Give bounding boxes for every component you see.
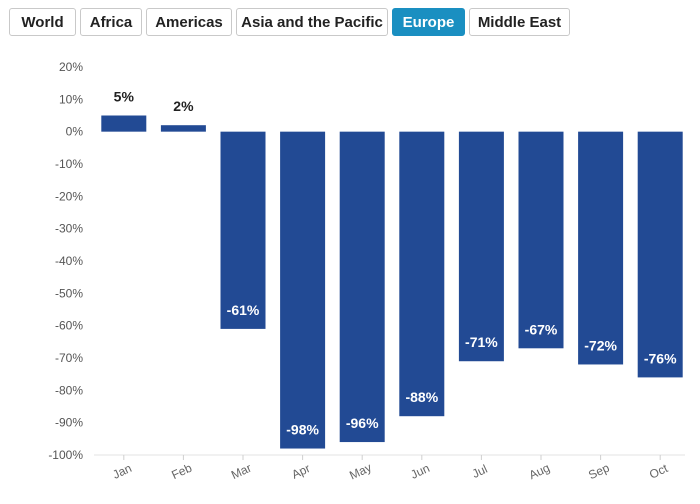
region-tabs: World Africa Americas Asia and the Pacif…: [9, 8, 574, 36]
data-label: 2%: [173, 98, 194, 114]
bar: [339, 131, 385, 443]
bar: [458, 131, 504, 362]
x-tick-label: Jul: [470, 462, 490, 481]
y-tick-label: 20%: [59, 60, 83, 74]
y-tick-label: -20%: [55, 189, 83, 203]
data-label: -76%: [644, 350, 677, 366]
tab-europe[interactable]: Europe: [392, 8, 465, 36]
tab-africa[interactable]: Africa: [80, 8, 142, 36]
tab-americas[interactable]: Americas: [146, 8, 232, 36]
bar: [160, 125, 206, 132]
data-label: -96%: [346, 415, 379, 431]
data-label: -71%: [465, 334, 498, 350]
tab-asia-and-the-pacific[interactable]: Asia and the Pacific: [236, 8, 388, 36]
x-tick-label: Apr: [289, 461, 312, 482]
y-tick-label: -90%: [55, 416, 83, 430]
y-tick-label: -80%: [55, 383, 83, 397]
x-tick-label: Jun: [408, 461, 431, 482]
bar: [399, 131, 445, 417]
data-label: -72%: [584, 337, 617, 353]
x-tick-label: Aug: [527, 461, 552, 483]
y-tick-label: -50%: [55, 286, 83, 300]
y-tick-label: -100%: [48, 448, 83, 462]
bar: [518, 131, 564, 349]
x-tick-label: May: [347, 460, 373, 482]
x-tick-label: Mar: [229, 461, 254, 482]
data-label: -61%: [227, 302, 260, 318]
x-tick-label: Oct: [647, 461, 670, 482]
x-tick-label: Feb: [169, 461, 194, 483]
data-label: 5%: [114, 89, 135, 105]
bar: [280, 131, 326, 449]
y-tick-label: -30%: [55, 222, 83, 236]
y-tick-label: -10%: [55, 157, 83, 171]
tab-middle-east[interactable]: Middle East: [469, 8, 570, 36]
y-tick-label: -70%: [55, 351, 83, 365]
y-tick-label: -40%: [55, 254, 83, 268]
data-label: -88%: [405, 389, 438, 405]
y-tick-label: -60%: [55, 319, 83, 333]
data-label: -98%: [286, 422, 319, 438]
x-tick-label: Jan: [110, 461, 133, 482]
bar: [637, 131, 683, 378]
y-tick-label: 10%: [59, 92, 83, 106]
bar: [220, 131, 266, 329]
bar: [101, 115, 147, 132]
y-tick-label: 0%: [66, 125, 84, 139]
tab-world[interactable]: World: [9, 8, 76, 36]
x-tick-label: Sep: [586, 460, 612, 482]
data-label: -67%: [525, 321, 558, 337]
bar: [578, 131, 624, 365]
